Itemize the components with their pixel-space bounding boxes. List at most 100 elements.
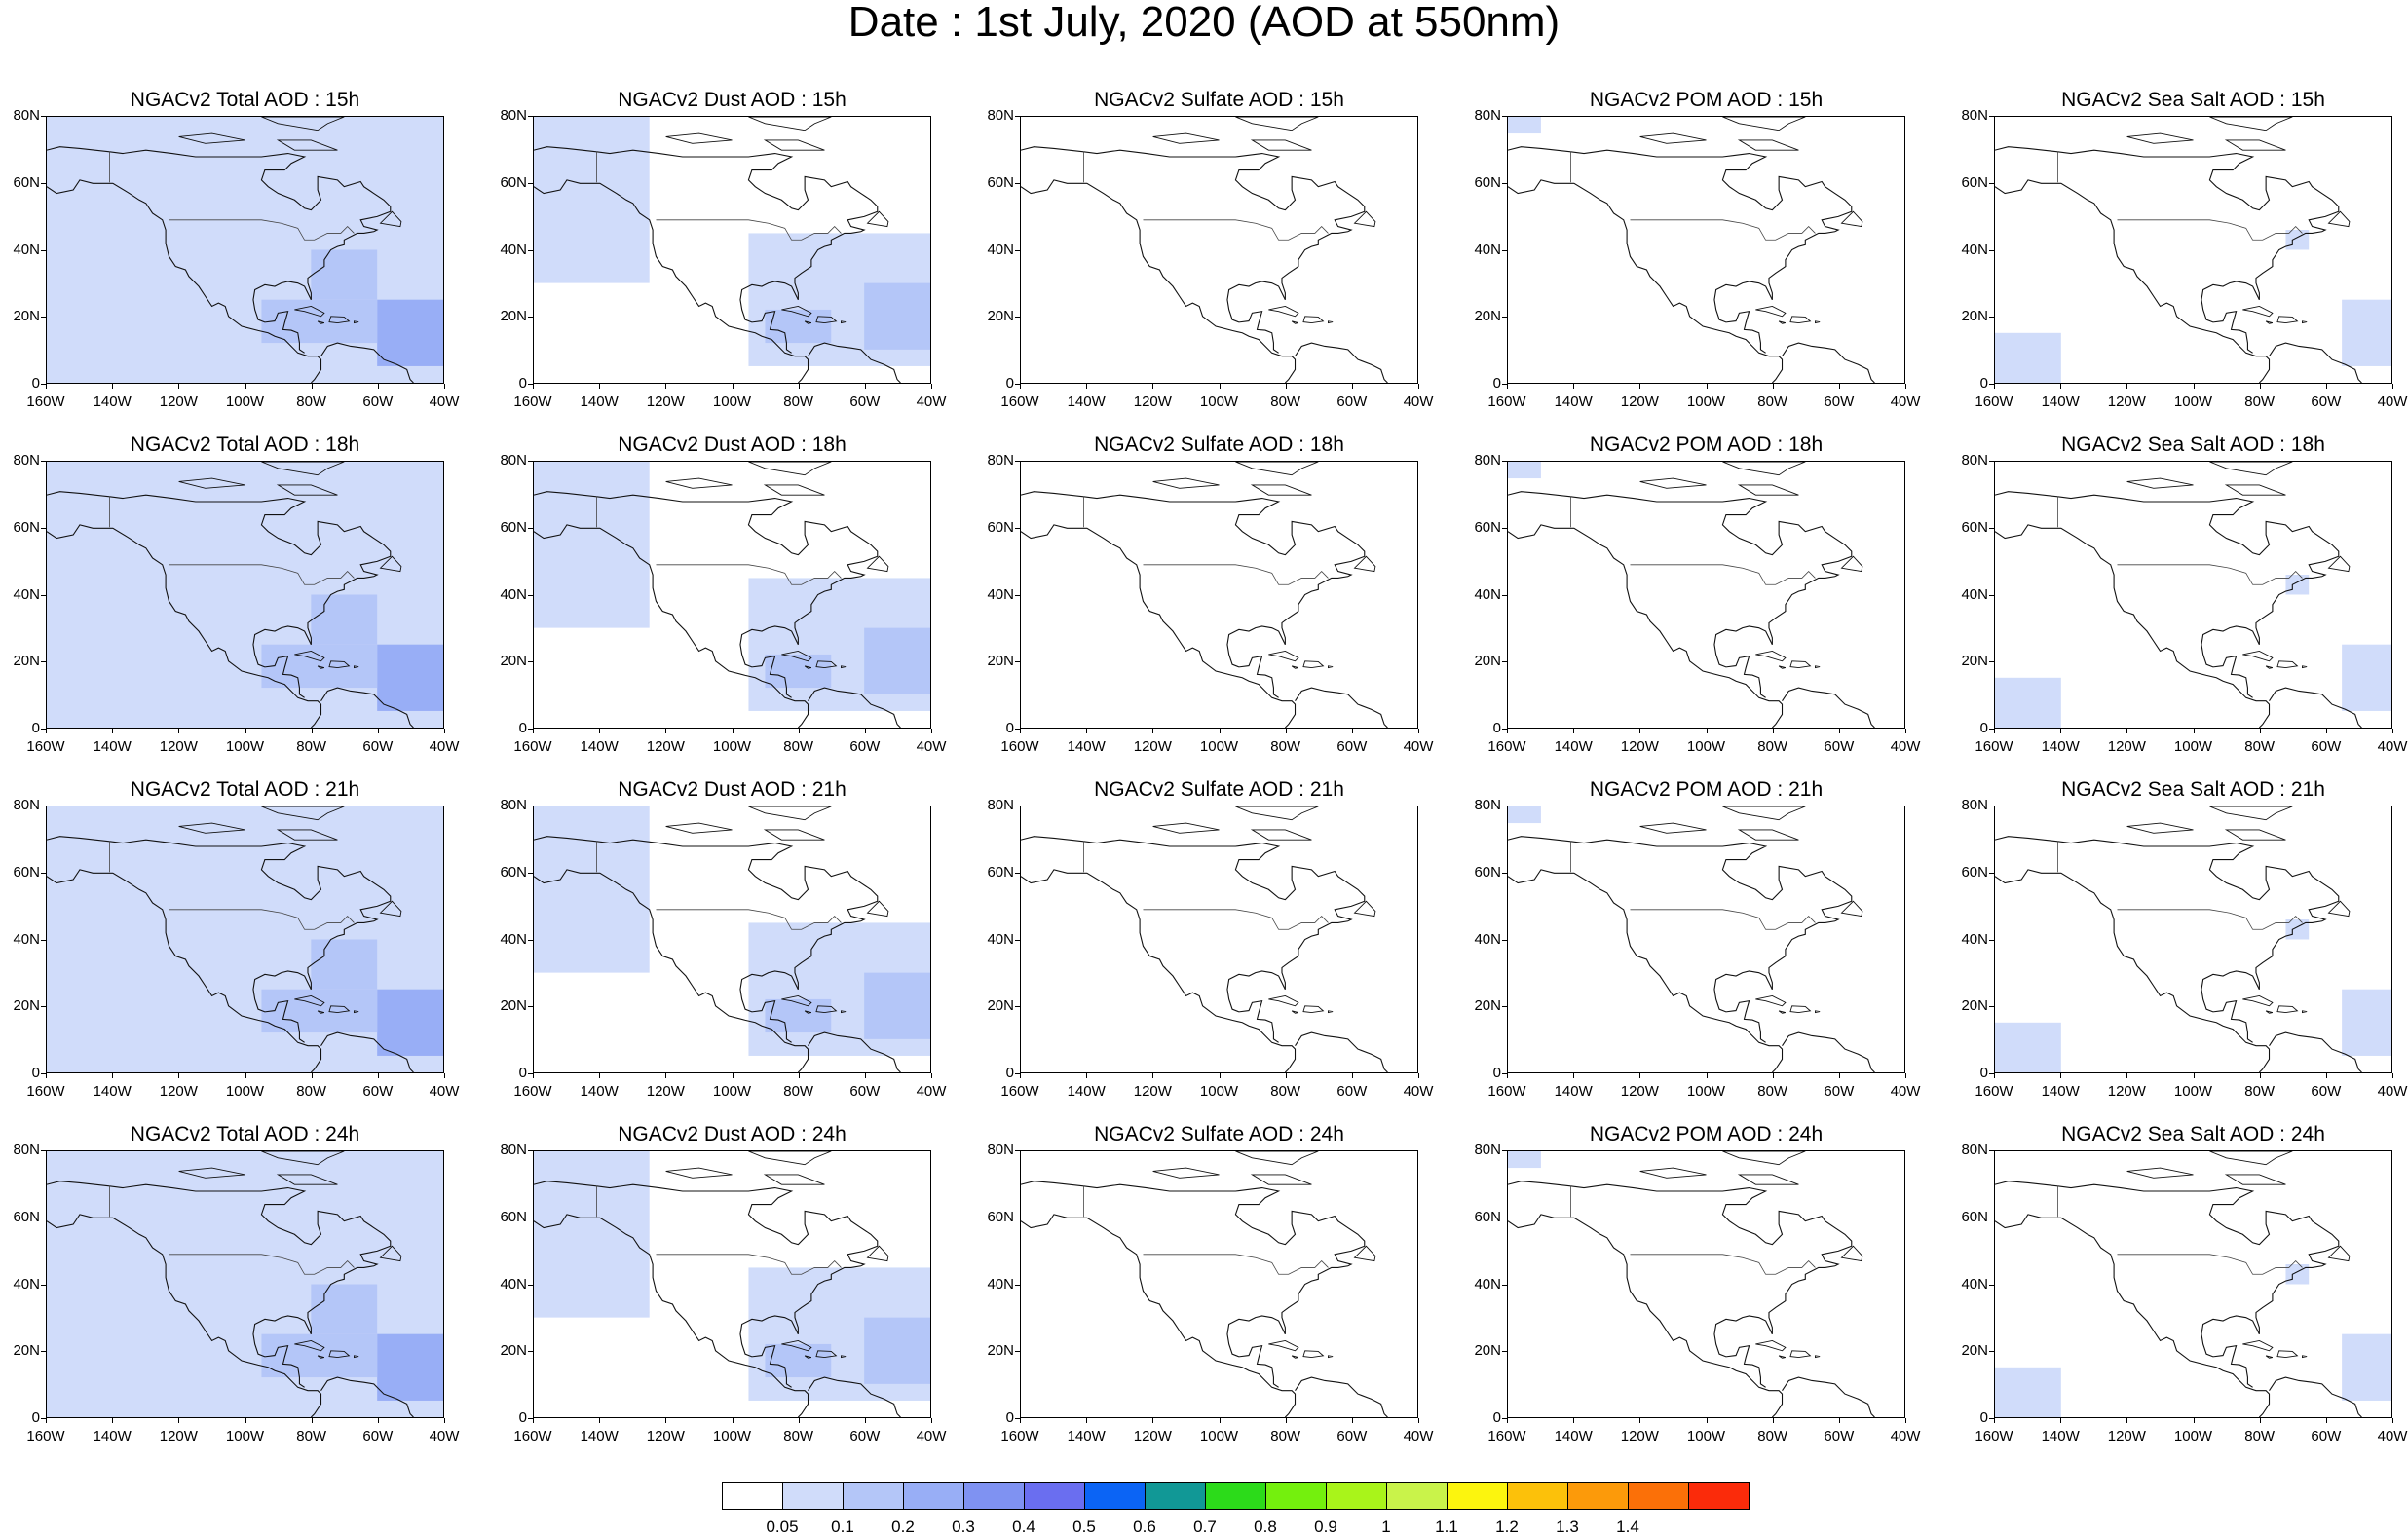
x-tick-mark	[2392, 1073, 2393, 1078]
country-border	[169, 909, 355, 930]
x-tick-mark	[1507, 729, 1508, 733]
y-tick-mark	[1015, 182, 1020, 184]
coastline	[1508, 836, 1853, 990]
island-outline	[2126, 477, 2194, 489]
x-tick-mark	[178, 1073, 180, 1078]
coastline	[47, 836, 392, 990]
y-tick-label: 20N	[987, 653, 1014, 670]
y-tick-label: 0	[518, 720, 527, 736]
island-outline	[1268, 995, 1299, 1007]
coastline	[739, 625, 799, 698]
y-tick-label: 60N	[1961, 173, 1988, 191]
island-outline	[2327, 555, 2351, 573]
x-tick-label: 40W	[2377, 1428, 2408, 1444]
coastline	[47, 179, 322, 383]
island-outline	[1302, 316, 1325, 324]
x-tick-mark	[665, 729, 667, 733]
x-tick-mark	[2325, 1418, 2327, 1423]
y-tick-label: 20N	[1961, 997, 1988, 1015]
island-outline	[2327, 1245, 2351, 1262]
y-tick-mark	[1502, 1006, 1507, 1008]
y-tick-mark	[1015, 729, 1020, 730]
coastline	[1226, 1315, 1286, 1388]
x-tick-mark	[533, 1418, 534, 1423]
island-outline	[1722, 806, 1806, 821]
x-tick-label: 80W	[296, 738, 327, 755]
coastline	[534, 1214, 809, 1417]
coastline	[739, 1315, 799, 1388]
y-tick-mark	[41, 1284, 46, 1286]
x-tick-label: 80W	[1270, 394, 1301, 410]
x-tick-mark	[1994, 1418, 1995, 1423]
colorbar-label: 1.2	[1495, 1518, 1519, 1536]
country-border	[2117, 219, 2303, 241]
x-tick-label: 60W	[1336, 738, 1368, 755]
y-tick-mark	[1989, 729, 1994, 730]
island-outline	[1840, 900, 1863, 918]
y-tick-label: 0	[1005, 1065, 1014, 1081]
x-tick-label: 60W	[2311, 1083, 2342, 1100]
y-tick-mark	[528, 1284, 533, 1286]
map-panel-pom	[1507, 806, 1905, 1073]
panel-title: NGACv2 Total AOD : 15h	[130, 89, 360, 111]
map-svg	[1995, 117, 2391, 383]
x-tick-mark	[444, 1073, 445, 1078]
y-tick-mark	[41, 1006, 46, 1008]
colorbar-label: 0.5	[1072, 1518, 1096, 1536]
panel-title: NGACv2 POM AOD : 15h	[1589, 89, 1824, 111]
island-outline	[1722, 117, 1806, 131]
x-tick-mark	[1351, 384, 1353, 389]
island-outline	[1639, 132, 1707, 144]
x-tick-mark	[444, 1418, 445, 1423]
y-tick-label: 0	[31, 1065, 40, 1081]
map-panel-pom	[1507, 116, 1905, 384]
map-svg	[1995, 1151, 2391, 1417]
x-tick-mark	[2325, 384, 2327, 389]
x-tick-label: 100W	[2173, 1428, 2213, 1444]
map-panel-sulfate	[1020, 461, 1418, 729]
y-tick-label: 40N	[987, 585, 1014, 603]
coastline	[47, 524, 322, 728]
x-tick-label: 100W	[225, 1428, 265, 1444]
map-svg	[47, 1151, 443, 1417]
x-tick-mark	[1086, 1073, 1088, 1078]
x-tick-mark	[2392, 384, 2393, 389]
y-tick-mark	[528, 249, 533, 251]
y-tick-mark	[528, 1351, 533, 1353]
coastline	[534, 491, 879, 645]
coastline	[1021, 1214, 1297, 1417]
x-tick-label: 40W	[429, 738, 460, 755]
x-tick-mark	[2325, 729, 2327, 733]
island-outline	[1302, 660, 1325, 669]
x-tick-mark	[245, 1418, 246, 1423]
y-tick-label: 0	[1979, 375, 1988, 392]
island-outline	[354, 320, 359, 324]
x-tick-mark	[1086, 1418, 1088, 1423]
x-tick-mark	[311, 729, 313, 733]
x-tick-label: 40W	[916, 1083, 947, 1100]
island-outline	[1152, 1167, 1220, 1179]
map-svg	[534, 1151, 930, 1417]
x-tick-label: 40W	[429, 394, 460, 410]
colorbar-label: 1.1	[1435, 1518, 1458, 1536]
island-outline	[1789, 1350, 1812, 1359]
y-tick-mark	[1502, 384, 1507, 385]
y-tick-mark	[41, 1073, 46, 1074]
x-tick-mark	[732, 729, 734, 733]
x-tick-label: 140W	[580, 1428, 619, 1444]
y-tick-label: 40N	[1474, 1275, 1501, 1293]
x-tick-mark	[931, 729, 932, 733]
coastline	[1713, 625, 1773, 698]
country-border	[2117, 1254, 2303, 1275]
island-outline	[1789, 660, 1812, 669]
x-tick-mark	[112, 384, 114, 389]
panel-title: NGACv2 Sea Salt AOD : 21h	[2061, 778, 2325, 801]
coastline	[739, 970, 799, 1043]
map-svg	[534, 462, 930, 728]
aod-region	[534, 117, 650, 283]
colorbar-swatch	[1205, 1482, 1266, 1510]
x-tick-mark	[1994, 1073, 1995, 1078]
coastline	[47, 1181, 392, 1334]
island-outline	[2327, 210, 2351, 228]
colorbar-label: 0.3	[952, 1518, 975, 1536]
